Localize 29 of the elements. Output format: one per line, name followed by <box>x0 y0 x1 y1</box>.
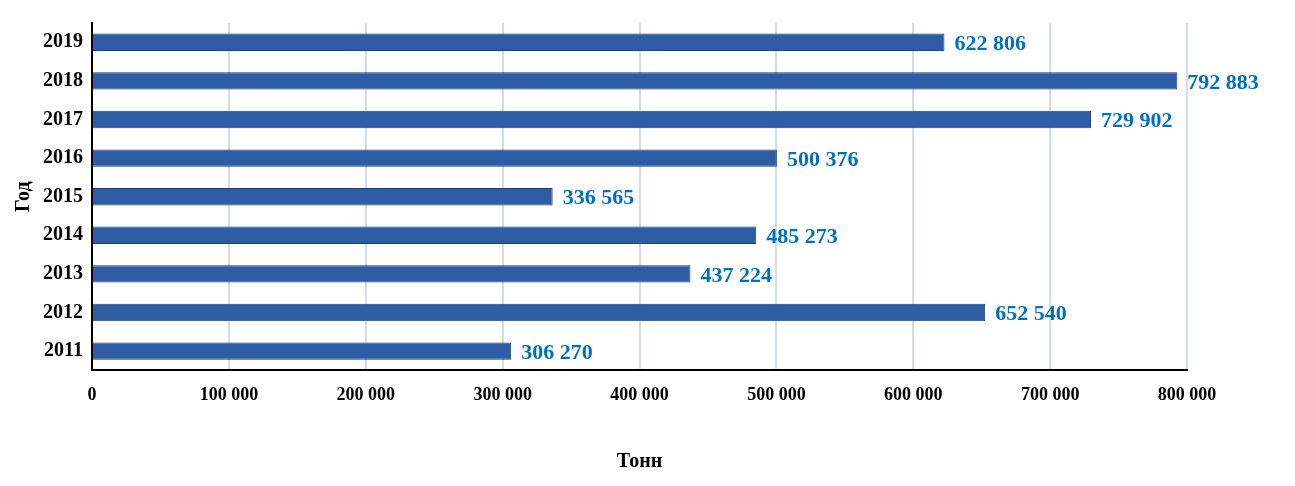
y-tick-label: 2012 <box>43 299 83 322</box>
y-tick-label: 2013 <box>43 261 83 284</box>
x-tick-label: 800 000 <box>1157 383 1217 404</box>
y-tick-label: 2015 <box>43 183 83 206</box>
x-tick-label: 0 <box>87 383 97 404</box>
x-tick-label: 100 000 <box>199 383 259 404</box>
x-tick-label: 200 000 <box>336 383 395 404</box>
y-tick-label: 2011 <box>44 338 83 361</box>
data-label: 792 883 <box>1187 68 1259 94</box>
x-tick-label: 700 000 <box>1020 383 1080 404</box>
data-label: 500 376 <box>786 145 859 171</box>
data-label: 336 565 <box>562 184 635 210</box>
x-tick-label: 400 000 <box>610 383 669 404</box>
x-axis-title: Тонн <box>616 449 663 472</box>
y-tick-label: 2019 <box>43 29 83 52</box>
data-label: 652 540 <box>995 300 1067 326</box>
y-tick-label: 2016 <box>43 145 83 168</box>
data-label: 729 902 <box>1101 107 1173 133</box>
y-tick-label: 2018 <box>43 68 83 91</box>
data-label: 437 224 <box>700 261 772 287</box>
x-tick-label: 600 000 <box>884 383 943 404</box>
data-label: 306 270 <box>521 338 593 364</box>
y-tick-label: 2014 <box>43 222 83 245</box>
y-axis-title: Год <box>11 181 34 212</box>
y-tick-label: 2017 <box>43 106 83 129</box>
data-label: 622 806 <box>954 29 1026 55</box>
x-tick-label: 300 000 <box>473 383 532 404</box>
x-tick-label: 500 000 <box>747 383 806 404</box>
data-label: 485 273 <box>766 222 838 248</box>
